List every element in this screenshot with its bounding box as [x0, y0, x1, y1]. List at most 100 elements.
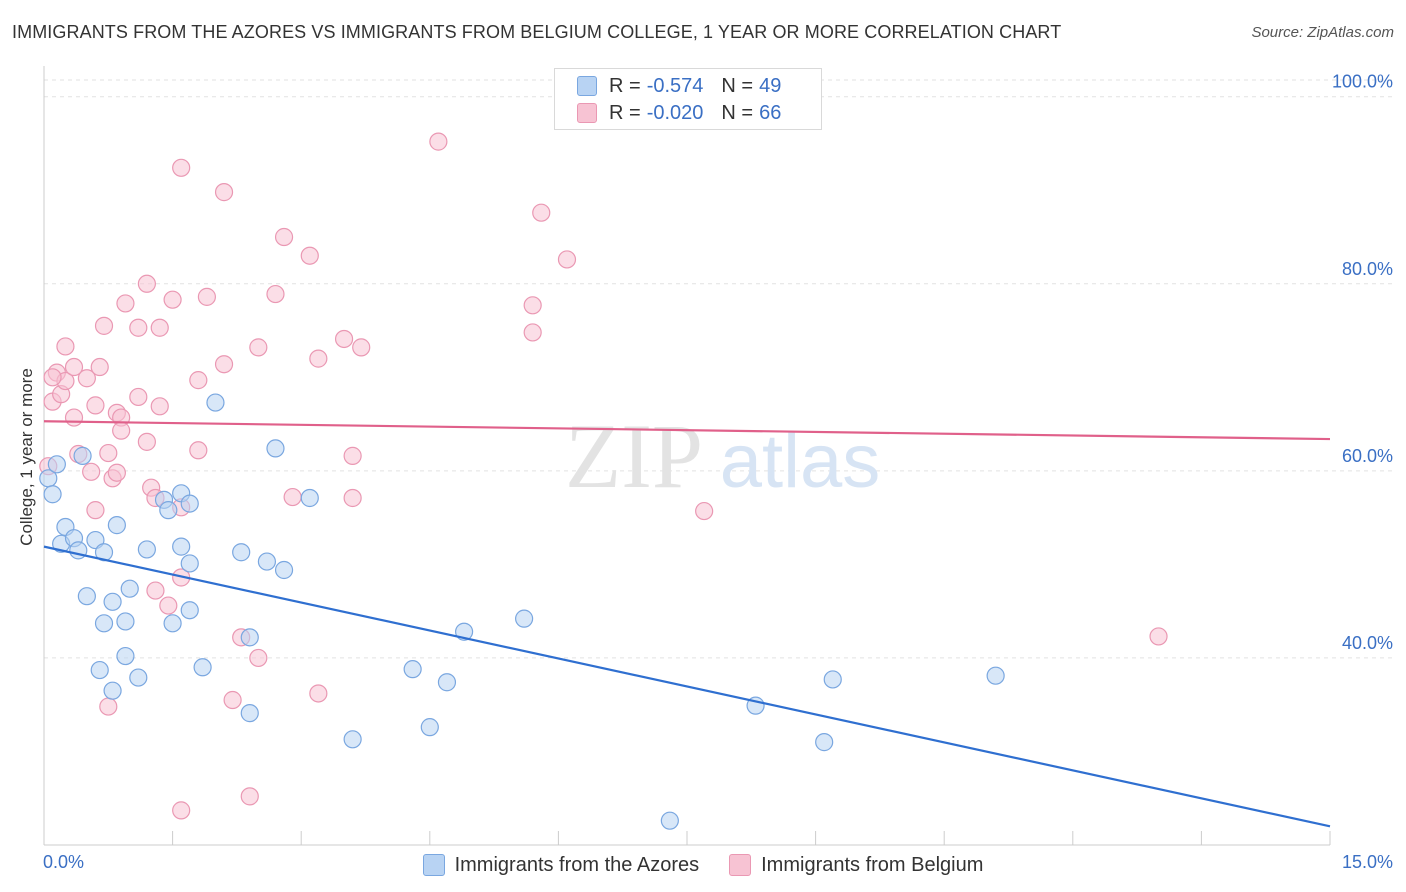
belgium-point-40 — [240, 787, 259, 806]
belgium-point-9 — [77, 369, 96, 388]
y-tick-label-1: 60.0% — [1342, 446, 1393, 466]
azores-point-16 — [90, 660, 109, 680]
correlation-legend: R = -0.574 N = 49 R = -0.020 N = 66 — [554, 68, 822, 130]
belgium-point-54 — [523, 296, 542, 315]
belgium-point-55 — [523, 323, 542, 342]
azores-point-9 — [107, 516, 126, 535]
azores-point-3 — [73, 446, 92, 465]
belgium-point-30 — [172, 158, 191, 177]
belgium-point-63 — [159, 596, 178, 615]
belgium-point-13 — [90, 357, 109, 377]
azores-point-1 — [43, 485, 62, 504]
azores-point-2 — [47, 455, 66, 474]
belgium-point-56 — [532, 203, 551, 222]
azores-point-35 — [257, 552, 277, 571]
legend-r-value-azores: -0.574 — [646, 74, 704, 97]
legend-swatch-belgium — [729, 854, 752, 876]
azores-point-31 — [232, 543, 251, 562]
azores-point-43 — [515, 609, 534, 628]
belgium-point-35 — [197, 287, 216, 306]
legend-r-label: R = — [609, 101, 641, 124]
belgium-point-62 — [146, 581, 165, 600]
belgium-point-37 — [214, 355, 234, 374]
azores-point-19 — [103, 681, 122, 700]
belgium-point-42 — [249, 648, 268, 668]
legend-n-label: N = — [721, 74, 754, 97]
legend-row-belgium: R = -0.020 N = 66 — [577, 100, 781, 126]
belgium-point-41 — [249, 338, 268, 357]
legend-swatch-belgium — [577, 103, 597, 123]
belgium-point-33 — [189, 441, 208, 460]
belgium-point-24 — [137, 432, 156, 451]
azores-point-23 — [159, 501, 178, 520]
legend-label-belgium: Immigrants from Belgium — [761, 853, 984, 876]
belgium-point-46 — [300, 246, 319, 265]
azores-point-36 — [274, 560, 294, 580]
azores-point-32 — [240, 628, 259, 647]
chart-title: IMMIGRANTS FROM THE AZORES VS IMMIGRANTS… — [12, 22, 1062, 42]
azores-point-28 — [172, 537, 191, 556]
azores-point-41 — [437, 673, 457, 692]
belgium-point-44 — [274, 227, 294, 247]
belgium-point-60 — [43, 368, 62, 387]
azores-point-15 — [116, 612, 135, 631]
y-tick-label-0: 40.0% — [1342, 633, 1393, 653]
belgium-point-50 — [343, 446, 362, 465]
belgium-point-29 — [163, 290, 182, 309]
legend-swatch-azores — [577, 76, 597, 96]
belgium-point-49 — [334, 329, 354, 349]
legend-r-label: R = — [609, 74, 641, 97]
belgium-point-61 — [94, 316, 114, 335]
azores-point-46 — [823, 670, 842, 689]
belgium-point-14 — [99, 443, 118, 463]
watermark: ZIP atlas — [565, 405, 880, 507]
azores-point-45 — [815, 733, 834, 752]
azores-point-47 — [986, 666, 1005, 685]
legend-n-value-azores: 49 — [759, 74, 782, 97]
legend-row-azores: R = -0.574 N = 49 — [577, 73, 781, 99]
belgium-point-28 — [150, 397, 169, 416]
belgium-point-27 — [150, 318, 169, 337]
belgium-point-38 — [223, 690, 242, 710]
belgium-point-11 — [86, 396, 105, 415]
belgium-point-19 — [112, 421, 131, 440]
azores-point-48 — [660, 811, 679, 830]
belgium-point-6 — [64, 357, 84, 377]
trend-lines — [43, 420, 1331, 828]
azores-point-14 — [94, 614, 114, 633]
source-credit: Source: ZipAtlas.com — [1251, 24, 1394, 41]
legend-swatch-azores — [422, 854, 445, 876]
azores-point-40 — [420, 718, 439, 737]
azores-point-17 — [116, 646, 135, 666]
belgium-point-12 — [86, 501, 105, 520]
y-tick-label-2: 80.0% — [1342, 259, 1393, 279]
legend-item-azores[interactable]: Immigrants from the Azores — [422, 854, 699, 877]
belgium-point-21 — [129, 318, 148, 337]
belgium-point-22 — [129, 387, 148, 407]
belgium-point-23 — [137, 274, 156, 293]
azores-point-12 — [103, 592, 122, 611]
azores-point-34 — [266, 439, 285, 458]
belgium-trend-line — [43, 420, 1331, 441]
azores-point-29 — [206, 393, 225, 412]
belgium-point-47 — [309, 349, 328, 368]
azores-point-38 — [343, 730, 362, 749]
belgium-point-51 — [343, 488, 362, 508]
azores-point-13 — [120, 579, 139, 598]
belgium-point-17 — [107, 463, 126, 482]
belgium-point-43 — [266, 284, 285, 304]
belgium-point-20 — [116, 294, 135, 313]
belgium-point-45 — [283, 487, 302, 507]
azores-point-37 — [300, 488, 319, 508]
azores-point-18 — [129, 668, 148, 687]
azores-point-33 — [240, 704, 259, 723]
y-tick-label-3: 100.0% — [1332, 72, 1393, 92]
belgium-point-7 — [64, 408, 84, 427]
legend-n-value-belgium: 66 — [759, 101, 782, 124]
belgium-point-52 — [352, 338, 371, 357]
belgium-point-64 — [99, 697, 118, 716]
azores-point-24 — [180, 494, 199, 513]
legend-item-belgium[interactable]: Immigrants from Belgium — [729, 854, 983, 877]
azores-point-30 — [193, 658, 212, 677]
